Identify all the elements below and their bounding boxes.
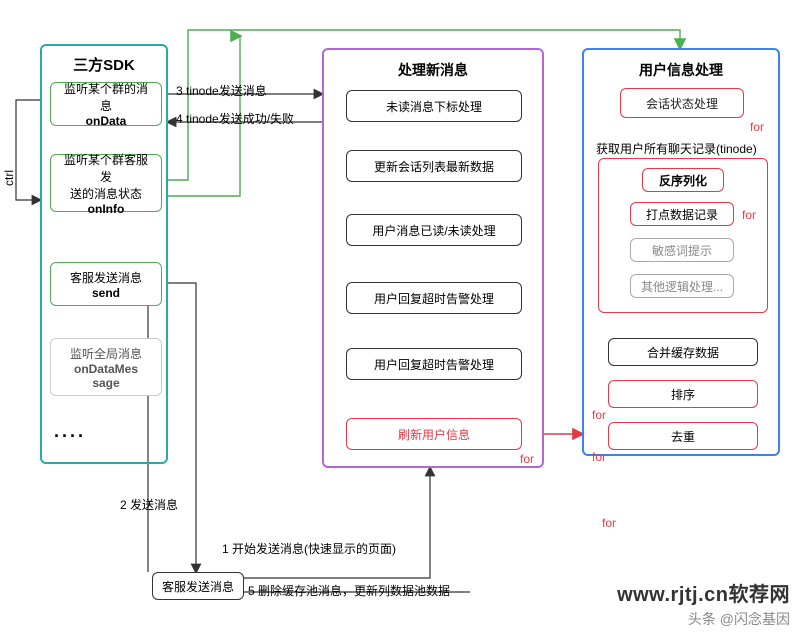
otherlogic-box: 其他逻辑处理... [630,274,734,298]
sort-box: 排序 [608,380,758,408]
for-dedupe: for [592,450,606,464]
process-item-5: 刷新用户信息 [346,418,522,450]
for-session: for [750,120,764,134]
process-item-5-lbl: 刷新用户信息 [398,426,470,443]
process-item-2: 用户消息已读/未读处理 [346,214,522,246]
edge-1-label: 1 开始发送消息(快速显示的页面) [222,540,396,557]
for-sort: for [592,408,606,422]
process-item-1-lbl: 更新会话列表最新数据 [374,158,494,175]
sdk-send-l2: send [92,286,120,300]
sdk-oninfo: 监听某个群客服发 送的消息状态 onInfo [50,154,162,212]
sdk-ondatamsg: 监听全局消息 onDataMes sage [50,338,162,396]
userinfo-title: 用户信息处理 [584,60,778,80]
process-item-0-lbl: 未读消息下标处理 [386,98,482,115]
dedupe-lbl: 去重 [671,428,695,445]
sdk-oninfo-l1: 监听某个群客服发 [59,151,153,185]
sdk-oninfo-l3: onInfo [88,202,125,216]
sensitive-lbl: 敏感词提示 [652,242,712,259]
watermark-author: 头条 @闪念基因 [688,609,790,629]
sdk-title: 三方SDK [42,54,166,75]
otherlogic-lbl: 其他逻辑处理... [641,278,723,295]
records-title: 获取用户所有聊天记录(tinode) [596,140,757,157]
sensitive-box: 敏感词提示 [630,238,734,262]
edge-2-label: 2 发送消息 [120,496,178,513]
process-item-1: 更新会话列表最新数据 [346,150,522,182]
process-item-2-lbl: 用户消息已读/未读处理 [372,222,495,239]
process-item-3-lbl: 用户回复超时告警处理 [374,290,494,307]
userinfo-session-lbl: 会话状态处理 [646,95,718,112]
for-process: for [520,452,534,466]
for-dotlog: for [742,208,756,222]
process-item-0: 未读消息下标处理 [346,90,522,122]
process-title: 处理新消息 [324,60,542,80]
sort-lbl: 排序 [671,386,695,403]
edge-4-label: 4 tinode发送成功/失败 [176,110,294,127]
dedupe-box: 去重 [608,422,758,450]
merge-box: 合并缓存数据 [608,338,758,366]
sdk-oninfo-l2: 送的消息状态 [70,185,142,202]
sdk-ondatamsg-l3: sage [92,376,119,390]
sdk-dots: ···· [54,426,86,447]
process-item-4-lbl: 用户回复超时告警处理 [374,356,494,373]
userinfo-session: 会话状态处理 [620,88,744,118]
sdk-send-l1: 客服发送消息 [70,269,142,286]
sdk-send: 客服发送消息 send [50,262,162,306]
process-item-4: 用户回复超时告警处理 [346,348,522,380]
sdk-container: 三方SDK 监听某个群的消息 onData 监听某个群客服发 送的消息状态 on… [40,44,168,464]
sdk-ondatamsg-l2: onDataMes [74,362,138,376]
sdk-ondatamsg-l1: 监听全局消息 [70,345,142,362]
for-outer: for [602,516,616,530]
deserialize-lbl: 反序列化 [659,172,707,189]
edge-ctrl-label: ctrl [2,170,16,186]
deserialize-box: 反序列化 [642,168,724,192]
sdk-ondata: 监听某个群的消息 onData [50,82,162,126]
merge-lbl: 合并缓存数据 [647,344,719,361]
watermark-site: www.rjtj.cn软荐网 [617,578,790,607]
dotlog-lbl: 打点数据记录 [646,206,718,223]
bottom-send-box: 客服发送消息 [152,572,244,600]
process-item-3: 用户回复超时告警处理 [346,282,522,314]
dotlog-box: 打点数据记录 [630,202,734,226]
edge-5-label: 5 删除缓存池消息，更新列数据池数据 [248,582,450,599]
sdk-ondata-l1: 监听某个群的消息 [59,80,153,114]
edge-3-label: 3 tinode发送消息 [176,82,267,99]
sdk-ondata-l2: onData [86,114,127,128]
bottom-send-lbl: 客服发送消息 [162,578,234,595]
